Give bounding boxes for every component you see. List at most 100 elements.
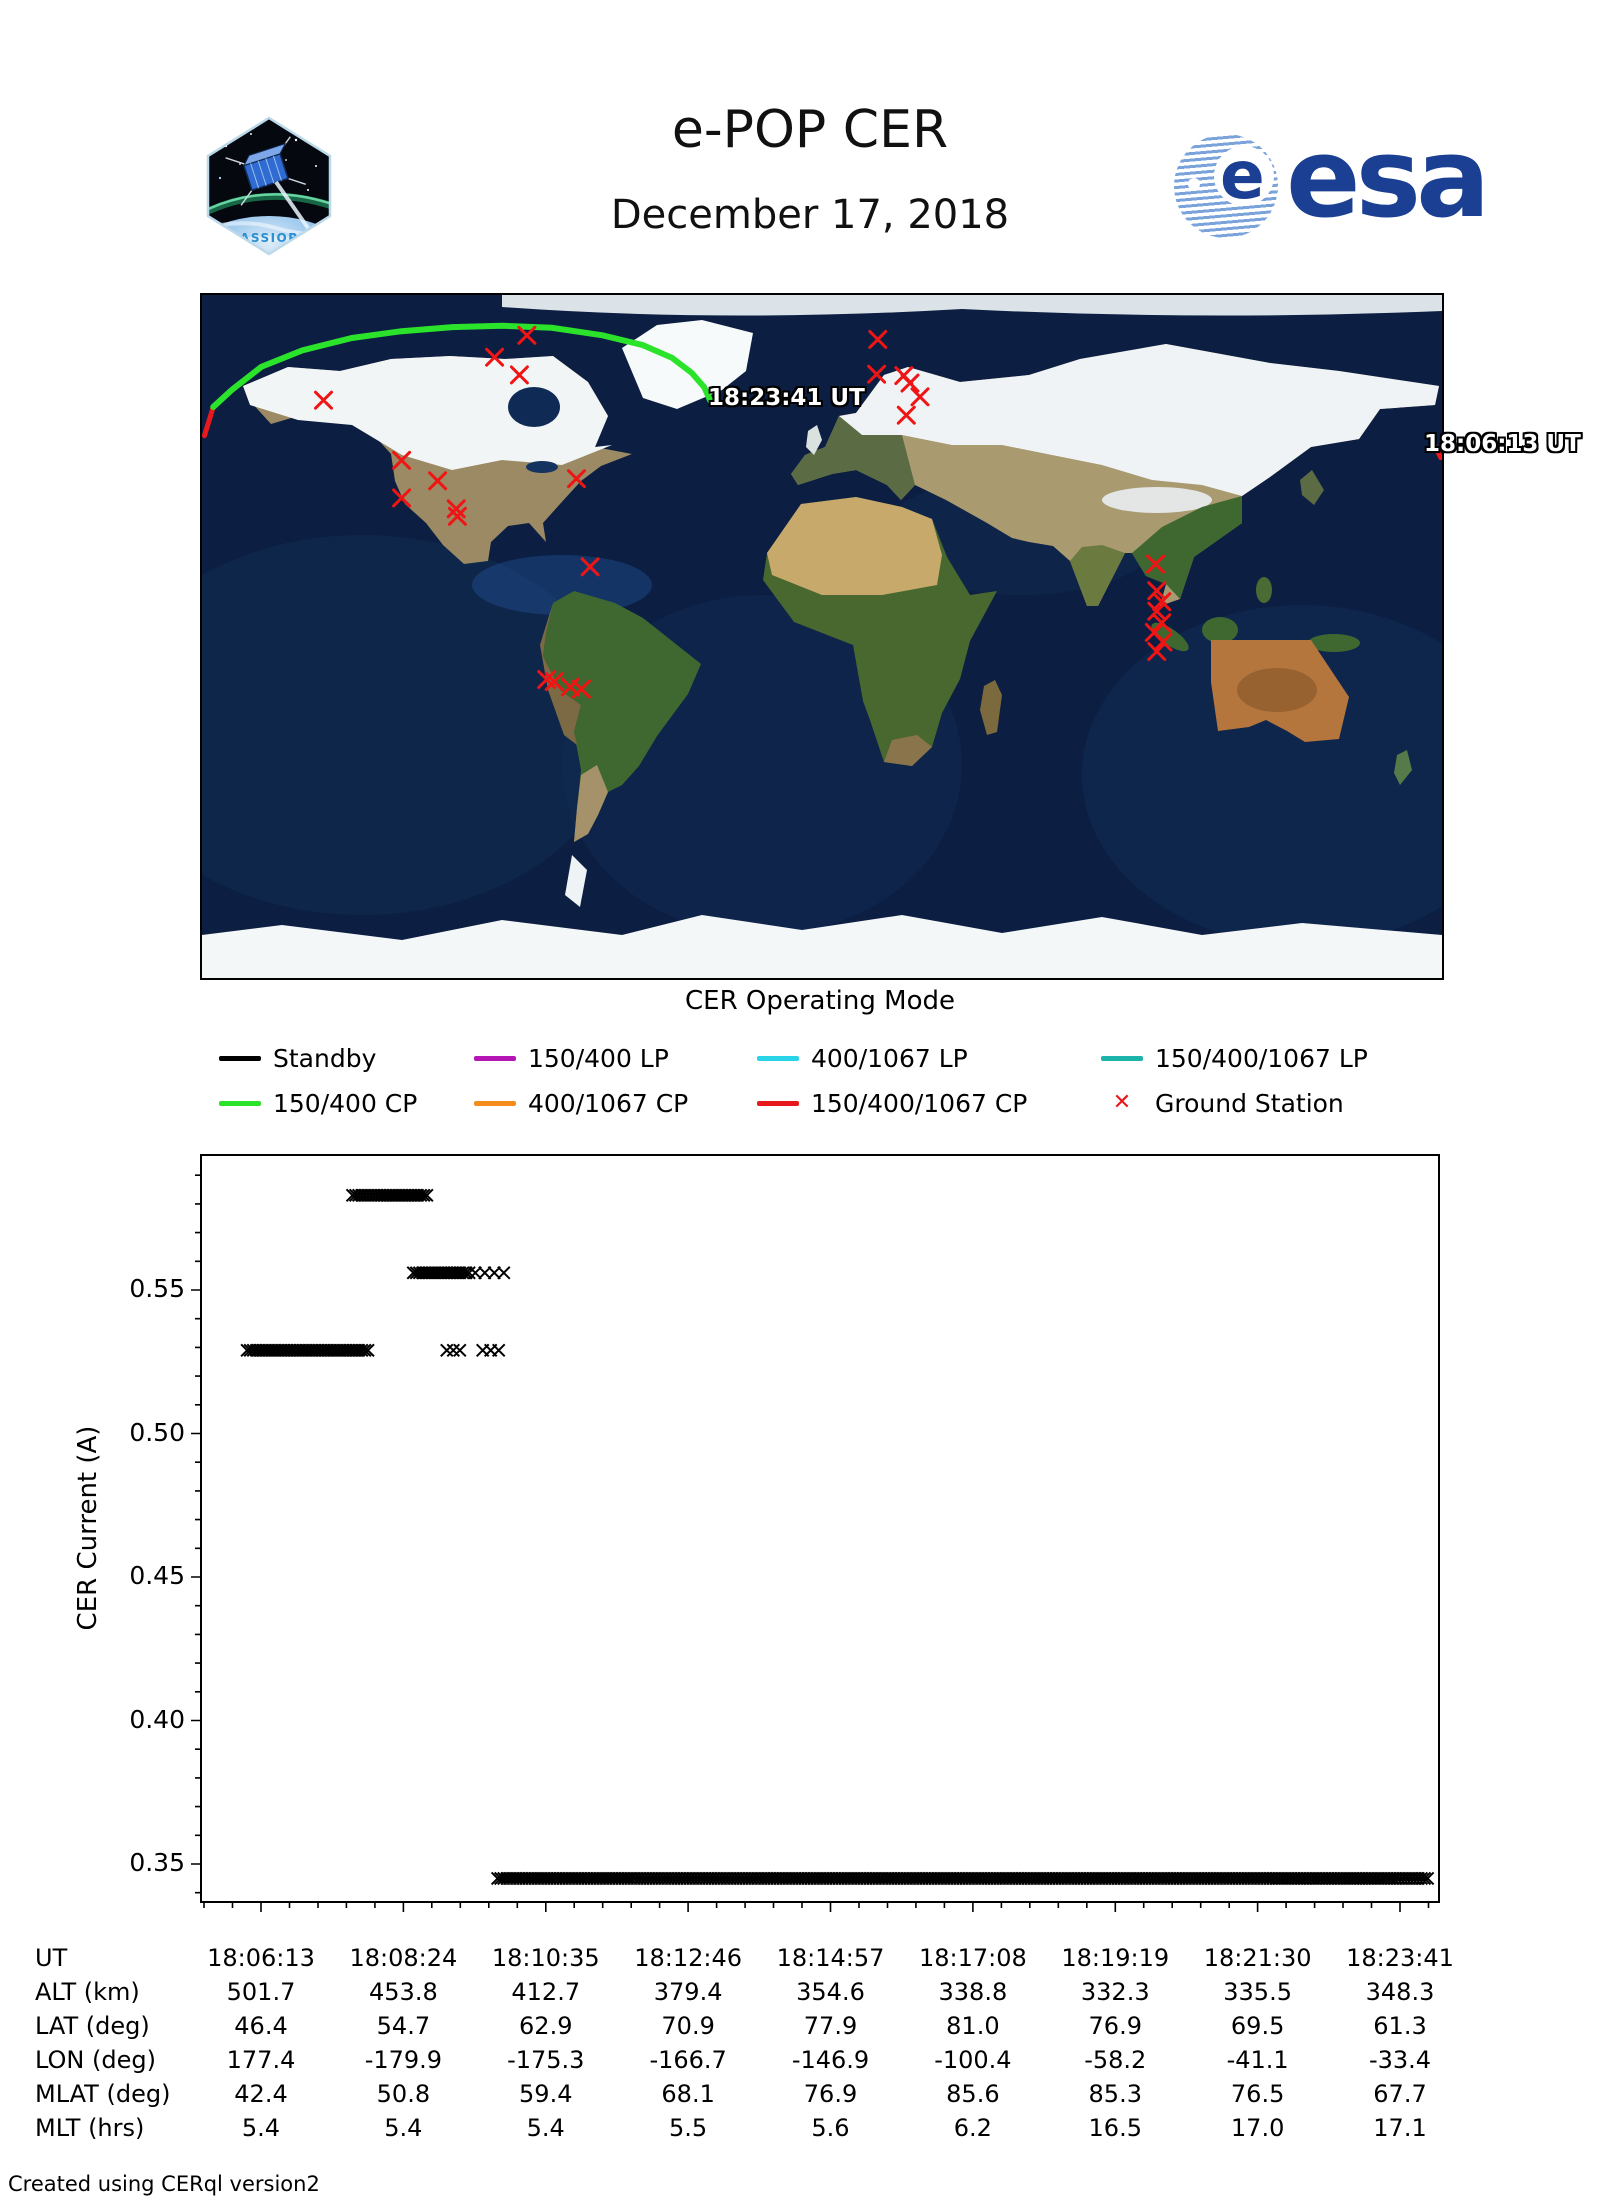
legend-item: 400/1067 LP <box>757 1042 968 1074</box>
table-cell: 77.9 <box>803 2012 858 2040</box>
legend-line-swatch <box>219 1055 261 1061</box>
track-segment <box>210 322 714 410</box>
table-row-label: MLT (hrs) <box>35 2114 145 2142</box>
legend-item-label: Ground Station <box>1155 1088 1344 1118</box>
scatter-canvas <box>191 1154 1440 1912</box>
table-cell: 453.8 <box>369 1978 438 2006</box>
legend-item-label: 400/1067 CP <box>528 1088 689 1118</box>
x-tick-label: 18:14:57 <box>776 1944 885 1972</box>
table-cell: 69.5 <box>1230 2012 1285 2040</box>
table-cell: 54.7 <box>376 2012 431 2040</box>
legend-item: ✕ Ground Station <box>1101 1087 1344 1119</box>
legend-line-swatch <box>1101 1055 1143 1061</box>
ground-track-overlay <box>202 322 1442 699</box>
y-tick-label: 0.45 <box>129 1561 185 1590</box>
legend-item: 150/400 LP <box>474 1042 669 1074</box>
table-cell: 62.9 <box>519 2012 573 2040</box>
table-cell: 68.1 <box>661 2080 715 2108</box>
table-cell: 177.4 <box>226 2046 296 2074</box>
legend-item-label: 150/400 CP <box>273 1088 418 1118</box>
table-cell: 348.3 <box>1365 1978 1435 2006</box>
table-cell: 354.6 <box>796 1978 865 2006</box>
table-cell: 76.5 <box>1230 2080 1285 2108</box>
legend-item-label: Standby <box>273 1043 377 1073</box>
table-cell: 5.4 <box>526 2114 565 2142</box>
cer-current-markers <box>240 1188 1435 1886</box>
table-cell: 5.4 <box>384 2114 423 2142</box>
esa-logo: e esa <box>1168 114 1490 250</box>
table-cell: 17.1 <box>1373 2114 1427 2142</box>
track-segment <box>202 404 216 439</box>
table-cell: 81.0 <box>946 2012 1000 2040</box>
legend-item-label: 400/1067 LP <box>811 1043 968 1073</box>
x-tick-label: 18:17:08 <box>918 1944 1027 1972</box>
cassiope-mission-patch: CASSIOPE <box>196 116 342 258</box>
legend-item: 150/400/1067 CP <box>757 1087 1027 1119</box>
legend-item: Standby <box>219 1042 376 1074</box>
legend-item: 150/400/1067 LP <box>1101 1042 1368 1074</box>
table-cell: 61.3 <box>1373 2012 1427 2040</box>
esa-dot <box>1188 178 1200 190</box>
table-cell: 67.7 <box>1373 2080 1427 2108</box>
table-cell: 501.7 <box>226 1978 296 2006</box>
legend-line-swatch <box>219 1100 261 1106</box>
x-tick-label: 18:21:30 <box>1203 1944 1312 1972</box>
table-cell: 335.5 <box>1223 1978 1292 2006</box>
page-subtitle: December 17, 2018 <box>610 192 1010 238</box>
table-cell: 338.8 <box>938 1978 1008 2006</box>
x-tick-label: 18:08:24 <box>349 1944 458 1972</box>
table-cell: 76.9 <box>1088 2012 1142 2040</box>
x-tick-label: 18:12:46 <box>634 1944 743 1972</box>
table-cell: -58.2 <box>1084 2046 1147 2074</box>
table-row-label: MLAT (deg) <box>35 2080 171 2108</box>
table-cell: 5.6 <box>811 2114 850 2142</box>
table-row-label: LAT (deg) <box>35 2012 150 2040</box>
esa-wordmark: esa <box>1286 114 1490 242</box>
table-row-label: UT <box>35 1944 68 1972</box>
x-tick-label: 18:06:13 <box>207 1944 315 1972</box>
table-cell: -33.4 <box>1368 2046 1432 2074</box>
table-cell: -41.1 <box>1226 2046 1289 2074</box>
table-cell: 17.0 <box>1230 2114 1285 2142</box>
table-cell: -100.4 <box>934 2046 1012 2074</box>
table-row-label: LON (deg) <box>35 2046 156 2074</box>
table-cell: -175.3 <box>507 2046 585 2074</box>
table-cell: 16.5 <box>1088 2114 1142 2142</box>
legend-item-label: 150/400/1067 LP <box>1155 1043 1368 1073</box>
track-start-time-label: 18:06:13 UT <box>1424 431 1581 457</box>
legend-title: CER Operating Mode <box>684 986 955 1016</box>
table-cell: 42.4 <box>234 2080 288 2108</box>
table-cell: 332.3 <box>1080 1978 1150 2006</box>
world-map <box>202 295 1442 978</box>
page-title: e-POP CER <box>671 100 949 160</box>
legend-line-swatch <box>757 1100 799 1106</box>
table-cell: -166.7 <box>649 2046 727 2074</box>
track-end-time-label: 18:23:41 UT <box>708 385 865 411</box>
table-cell: -146.9 <box>791 2046 870 2074</box>
table-cell: 5.5 <box>669 2114 708 2142</box>
world-map-panel: 18:23:41 UT 18:06:13 UT <box>200 293 1581 980</box>
table-cell: -179.9 <box>364 2046 443 2074</box>
x-tick-label: 18:23:41 <box>1346 1944 1454 1972</box>
legend-item-label: 150/400/1067 CP <box>811 1088 1028 1118</box>
x-tick-label: 18:10:35 <box>491 1944 600 1972</box>
plot-spine-box <box>200 1154 1440 1903</box>
y-tick-label: 0.35 <box>129 1848 185 1877</box>
esa-e-glyph: e <box>1220 137 1265 214</box>
y-axis-label: CER Current (A) <box>73 1425 103 1631</box>
table-cell: 85.3 <box>1088 2080 1142 2108</box>
table-cell: 5.4 <box>241 2114 281 2142</box>
credit-text: Created using CERql version2 <box>8 2172 320 2196</box>
ground-station-markers <box>314 325 1173 699</box>
legend-line-swatch <box>757 1055 799 1061</box>
legend-item-label: 150/400 LP <box>528 1043 669 1073</box>
table-cell: 76.9 <box>803 2080 858 2108</box>
y-tick-label: 0.40 <box>129 1704 185 1734</box>
table-cell: 50.8 <box>376 2080 431 2108</box>
legend-line-swatch <box>474 1055 516 1061</box>
table-cell: 379.4 <box>653 1978 723 2006</box>
table-cell: 46.4 <box>234 2012 288 2040</box>
y-tick-label: 0.55 <box>129 1274 185 1303</box>
table-cell: 412.7 <box>511 1978 581 2006</box>
